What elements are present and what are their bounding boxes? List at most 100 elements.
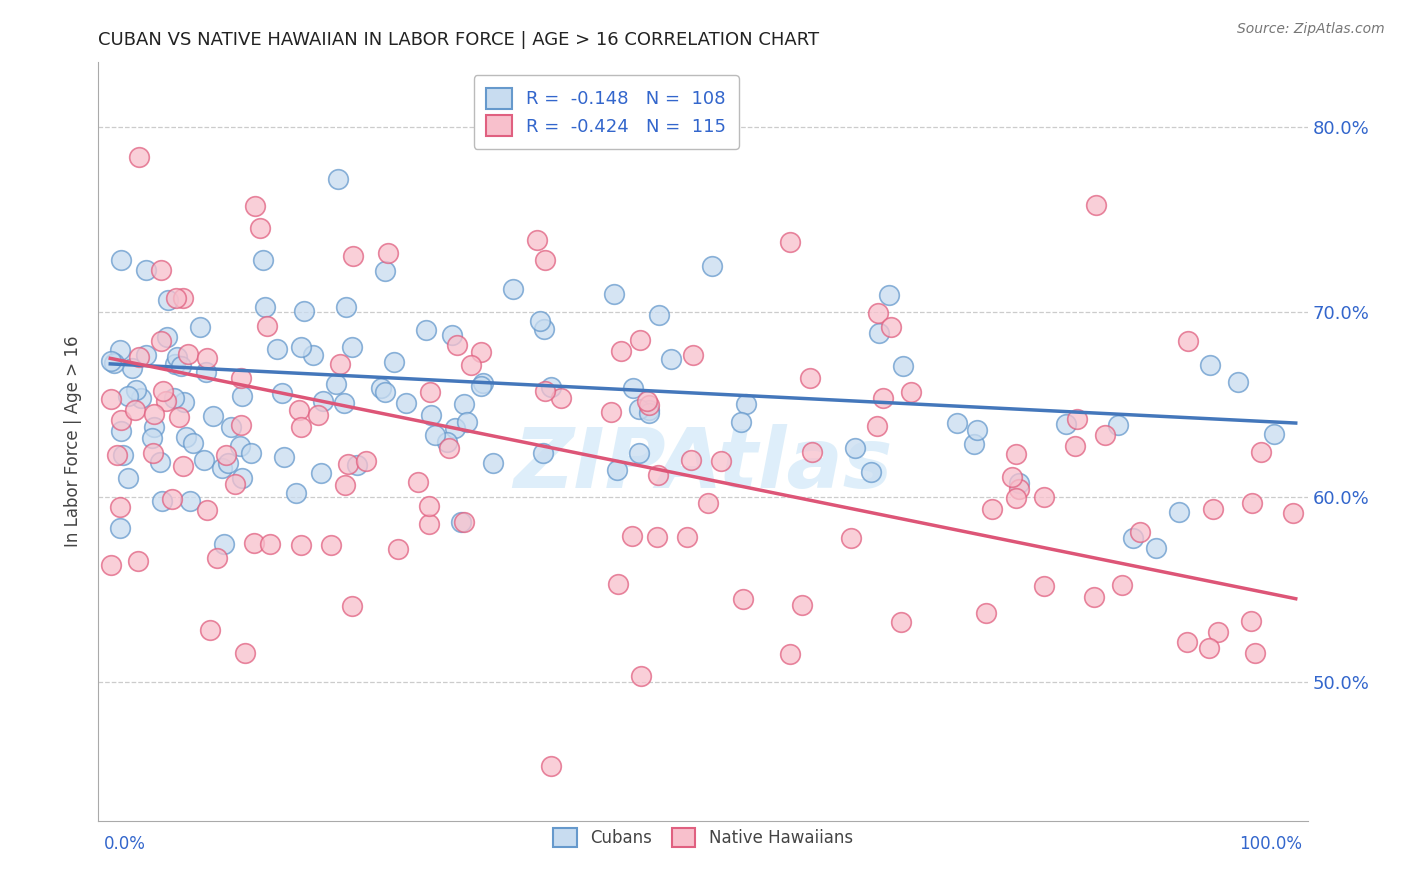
Point [425,427,447,442]
Point [648,309,671,323]
Point [453,397,475,411]
Point [1004,491,1026,505]
Point [387,541,409,556]
Point [128,150,150,164]
Point [195,351,218,365]
Point [1198,641,1220,656]
Point [377,246,399,260]
Point [676,530,699,544]
Point [110,252,132,267]
Point [980,502,1002,516]
Point [1129,525,1152,540]
Point [172,458,194,473]
Point [730,415,752,429]
Point [891,359,914,373]
Point [215,448,238,462]
Point [239,446,262,460]
Point [779,647,801,661]
Point [602,286,624,301]
Point [606,463,628,477]
Point [254,300,277,314]
Point [418,516,440,531]
Point [329,357,352,371]
Point [340,340,363,354]
Point [621,529,644,543]
Point [273,450,295,464]
Point [292,304,315,318]
Point [188,320,211,334]
Point [859,465,882,479]
Point [290,538,312,552]
Point [472,376,495,391]
Point [173,395,195,409]
Point [533,322,555,336]
Point [1008,482,1031,496]
Point [637,398,659,412]
Point [779,235,801,249]
Point [149,455,172,469]
Point [1085,198,1108,212]
Point [121,360,143,375]
Point [1244,646,1267,660]
Point [1240,614,1263,628]
Text: Source: ZipAtlas.com: Source: ZipAtlas.com [1237,22,1385,37]
Point [710,453,733,467]
Point [290,339,312,353]
Point [141,431,163,445]
Point [962,437,984,451]
Point [312,394,335,409]
Point [1004,447,1026,461]
Point [201,409,224,423]
Point [799,371,821,385]
Point [231,470,253,484]
Point [1175,635,1198,649]
Point [354,454,377,468]
Point [681,453,703,467]
Point [319,538,342,552]
Point [110,424,132,438]
Point [607,577,630,591]
Point [415,323,437,337]
Point [682,347,704,361]
Text: 100.0%: 100.0% [1239,836,1302,854]
Point [212,537,235,551]
Point [482,456,505,470]
Point [1240,496,1263,510]
Point [1168,505,1191,519]
Point [100,354,122,368]
Point [229,417,252,432]
Point [155,394,177,409]
Point [335,300,357,314]
Point [165,358,187,372]
Point [149,334,172,348]
Point [142,407,165,421]
Point [105,449,128,463]
Point [1063,438,1085,452]
Point [162,391,184,405]
Point [249,220,271,235]
Point [211,460,233,475]
Point [945,416,967,430]
Point [266,342,288,356]
Point [333,478,356,492]
Text: 0.0%: 0.0% [104,836,146,854]
Point [880,320,903,334]
Point [117,471,139,485]
Point [636,393,658,408]
Point [627,446,650,460]
Point [450,515,472,529]
Point [135,348,157,362]
Point [384,355,406,369]
Point [609,343,631,358]
Point [166,350,188,364]
Point [868,326,890,341]
Point [1083,590,1105,604]
Point [792,598,814,612]
Point [900,385,922,400]
Point [966,423,988,437]
Point [1033,579,1056,593]
Point [156,330,179,344]
Point [408,475,430,489]
Point [460,358,482,372]
Point [628,333,651,347]
